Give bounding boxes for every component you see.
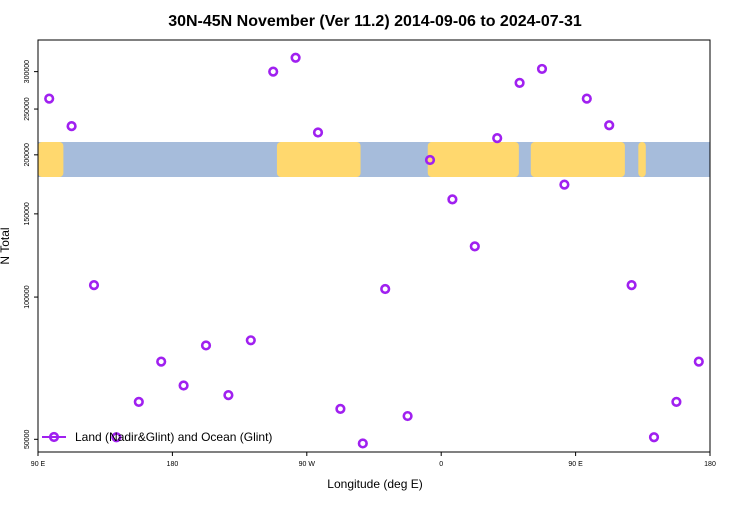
data-point [223, 390, 234, 401]
x-tick-label: 90 E [568, 461, 583, 468]
data-point [581, 93, 592, 104]
data-point [536, 63, 548, 75]
y-tick-label: 150000 [24, 202, 31, 225]
data-point [380, 283, 391, 295]
data-points [44, 52, 704, 449]
data-point [111, 432, 122, 443]
y-tick-label: 100000 [24, 285, 31, 308]
land-japan [638, 142, 646, 177]
legend: Land (Nadir&Glint) and Ocean (Glint) [42, 430, 272, 444]
data-point [626, 280, 637, 291]
data-point [648, 432, 660, 443]
data-point [268, 66, 279, 77]
data-point [492, 132, 503, 144]
data-point [604, 120, 615, 131]
x-axis-label: Longitude (deg E) [327, 477, 422, 491]
data-point [469, 241, 480, 252]
data-point [402, 410, 413, 422]
data-point [44, 93, 55, 104]
x-tick-label: 90 W [299, 461, 316, 468]
data-point [156, 356, 167, 367]
legend-label: Land (Nadir&Glint) and Ocean (Glint) [75, 430, 272, 444]
data-point [335, 403, 346, 414]
plot-frame [37, 39, 711, 453]
data-point [290, 52, 301, 63]
data-point [559, 179, 570, 190]
data-point [693, 356, 704, 367]
y-axis: 50000 100000 150000 200000 250000 300000 [24, 60, 38, 449]
x-tick-label: 180 [704, 461, 716, 468]
data-point [133, 396, 144, 407]
land-north-america [276, 142, 361, 177]
y-tick-label: 250000 [24, 97, 31, 120]
data-point [671, 396, 682, 407]
land-europe-asia [427, 142, 519, 177]
data-point [424, 154, 436, 166]
data-point [66, 121, 77, 132]
x-tick-label: 90 E [31, 461, 46, 468]
data-point [312, 127, 324, 138]
x-tick-label: 0 [439, 461, 443, 468]
x-axis: 90 E 180 90 W 0 90 E 180 [31, 452, 716, 468]
data-point [178, 380, 189, 391]
land-asia [530, 142, 625, 177]
data-point [447, 194, 458, 205]
y-tick-label: 50000 [24, 429, 31, 449]
legend-marker [48, 431, 60, 443]
land-asia-west [38, 142, 64, 177]
y-tick-label: 200000 [24, 143, 31, 166]
y-axis-label: N Total [0, 227, 12, 264]
data-point [514, 77, 525, 88]
x-tick-label: 180 [167, 461, 179, 468]
data-point [200, 340, 212, 351]
data-point [88, 280, 100, 291]
y-tick-label: 300000 [24, 60, 31, 83]
world-map-band [38, 142, 710, 177]
data-point [357, 438, 368, 449]
chart-title: 30N-45N November (Ver 11.2) 2014-09-06 t… [168, 13, 582, 30]
data-point [245, 335, 256, 346]
